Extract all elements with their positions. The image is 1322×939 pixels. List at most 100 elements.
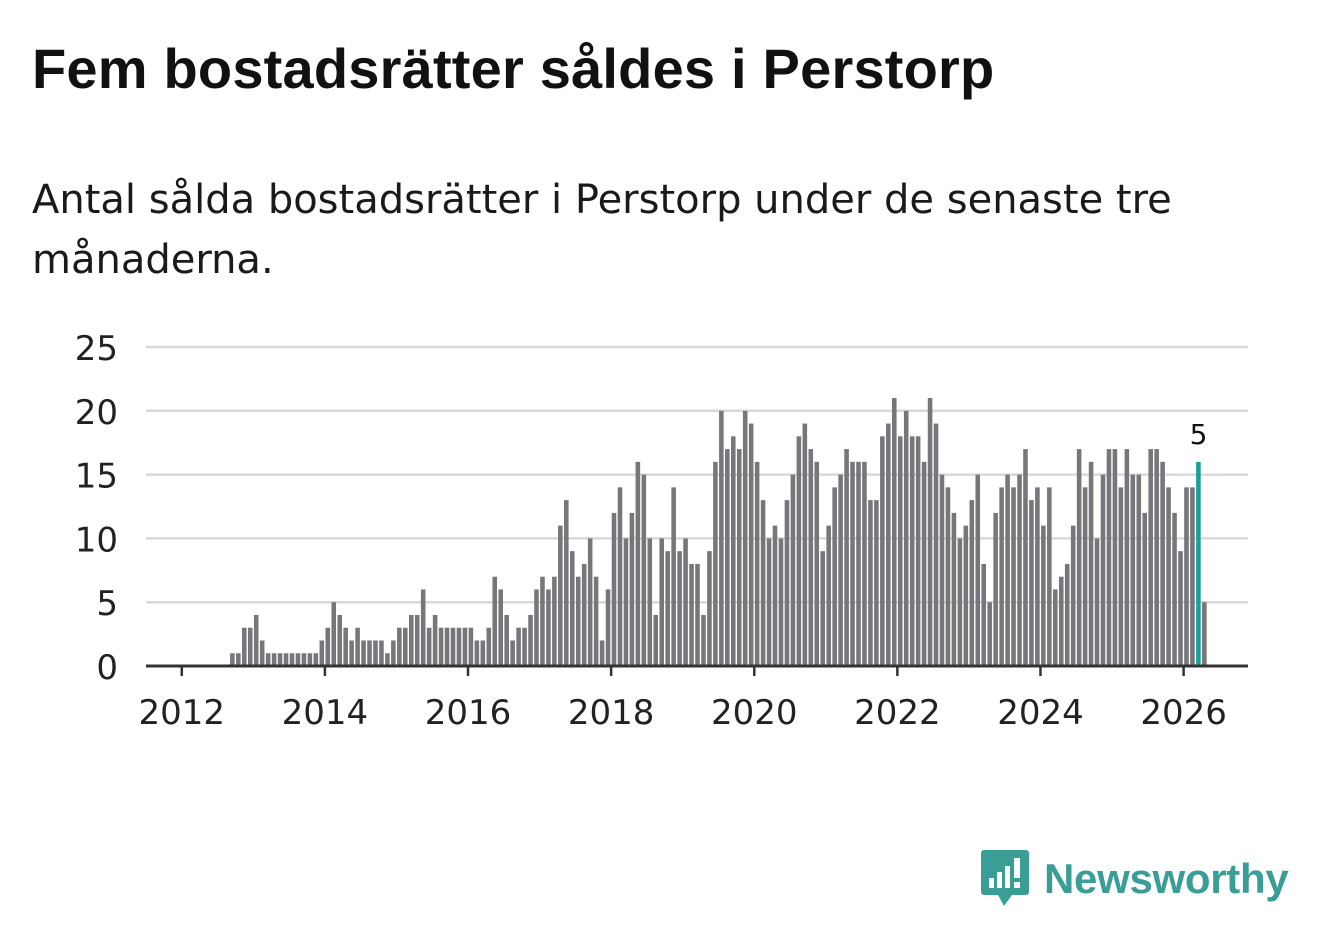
bar — [1041, 525, 1046, 666]
bar — [778, 538, 784, 666]
bar — [408, 614, 414, 666]
bar — [253, 614, 259, 666]
y-tick-label: 0 — [96, 648, 118, 688]
bar — [832, 487, 837, 666]
data-label-background — [1184, 413, 1213, 452]
bar — [856, 461, 861, 666]
bar — [1124, 449, 1130, 666]
bar — [957, 538, 963, 666]
bar — [385, 653, 390, 666]
bar — [516, 627, 521, 666]
bar — [397, 627, 402, 666]
bar — [868, 500, 873, 666]
bar — [581, 563, 587, 666]
bar — [605, 589, 611, 666]
bar — [498, 589, 503, 666]
bar — [897, 436, 903, 666]
x-tick-label: 2014 — [282, 693, 369, 733]
bar — [1154, 449, 1159, 666]
bar — [635, 461, 641, 666]
x-tick-label: 2018 — [568, 693, 655, 733]
bar — [444, 627, 450, 666]
bar — [969, 500, 975, 666]
bar — [432, 614, 438, 666]
bar — [671, 487, 676, 666]
bar — [683, 538, 688, 666]
bar — [1094, 538, 1100, 666]
bar — [754, 461, 760, 666]
bar — [1082, 487, 1088, 666]
bar — [564, 500, 569, 666]
bar — [1184, 487, 1189, 666]
bar — [468, 627, 474, 666]
bar — [981, 563, 987, 666]
x-tick-label: 2012 — [139, 693, 226, 733]
bar — [951, 512, 957, 666]
y-tick-label: 15 — [75, 457, 118, 497]
bar — [355, 627, 360, 666]
bar — [510, 640, 515, 666]
bar — [534, 589, 539, 666]
newsworthy-logo: Newsworthy — [980, 848, 1289, 910]
bar — [1118, 487, 1124, 666]
gridlines — [146, 345, 1248, 604]
bar — [414, 614, 420, 666]
bar — [784, 500, 790, 666]
bar — [892, 398, 897, 666]
bar — [301, 653, 307, 666]
bar — [1011, 487, 1016, 666]
bar — [1196, 461, 1201, 666]
bar — [880, 436, 885, 666]
bar — [528, 614, 533, 666]
bar — [230, 653, 235, 666]
chart-subtitle: Antal sålda bostadsrätter i Perstorp und… — [32, 177, 1172, 283]
y-tick-label: 10 — [75, 520, 118, 560]
bar — [480, 640, 486, 666]
brand-name: Newsworthy — [1044, 855, 1289, 902]
bar — [730, 436, 736, 666]
bar — [850, 461, 855, 666]
bar — [361, 640, 366, 666]
bar — [838, 474, 843, 666]
bar — [987, 602, 992, 666]
annotations: 5 — [1184, 413, 1213, 452]
bar — [593, 576, 599, 666]
bar — [403, 627, 408, 666]
bar — [665, 551, 670, 666]
bar — [933, 423, 939, 666]
bar — [629, 512, 635, 666]
bar — [474, 640, 480, 666]
bar — [748, 423, 754, 666]
bar — [808, 449, 814, 666]
bar — [295, 653, 301, 666]
bar — [236, 653, 241, 666]
bar — [438, 627, 444, 666]
bar — [921, 461, 927, 666]
bar — [558, 525, 563, 666]
bar — [313, 653, 319, 666]
bar — [1178, 551, 1183, 666]
bar — [1112, 449, 1118, 666]
bar — [641, 474, 647, 666]
bar — [420, 589, 426, 666]
bar — [790, 474, 796, 666]
bar — [277, 653, 283, 666]
bar — [1035, 487, 1040, 666]
y-tick-label: 5 — [96, 584, 118, 624]
bar — [552, 576, 557, 666]
newsworthy-logo-icon — [981, 850, 1029, 906]
bar — [939, 474, 945, 666]
bar — [1106, 449, 1112, 666]
bar — [486, 627, 492, 666]
bar — [802, 423, 808, 666]
bar — [862, 461, 867, 666]
bar — [1029, 500, 1034, 666]
bar — [349, 640, 354, 666]
bar — [999, 487, 1004, 666]
bar — [820, 551, 826, 666]
bar — [1130, 474, 1136, 666]
bar — [587, 538, 593, 666]
bar — [874, 500, 879, 666]
y-axis-tick-labels: 0 5 10 15 20 25 — [75, 329, 118, 688]
